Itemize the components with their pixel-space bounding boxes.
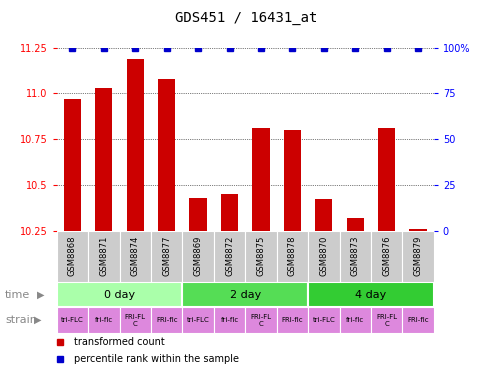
Text: percentile rank within the sample: percentile rank within the sample <box>73 354 239 364</box>
Bar <box>245 307 277 333</box>
Text: 0 day: 0 day <box>104 290 135 300</box>
Text: fri-flc: fri-flc <box>220 317 239 323</box>
Bar <box>347 218 364 231</box>
Text: ▶: ▶ <box>37 290 44 300</box>
Text: GSM8875: GSM8875 <box>256 236 266 276</box>
Text: time: time <box>5 290 30 300</box>
Bar <box>277 307 308 333</box>
Text: transformed count: transformed count <box>73 337 165 347</box>
Text: 2 day: 2 day <box>230 290 261 300</box>
Bar <box>315 199 332 231</box>
Text: 4 day: 4 day <box>355 290 387 300</box>
Bar <box>88 307 119 333</box>
Bar <box>95 88 112 231</box>
Bar <box>340 307 371 333</box>
Bar <box>402 307 434 333</box>
Text: FRI-flc: FRI-flc <box>407 317 429 323</box>
Bar <box>214 307 245 333</box>
Text: GSM8870: GSM8870 <box>319 236 328 276</box>
Text: FRI-flc: FRI-flc <box>156 317 177 323</box>
Bar <box>189 198 207 231</box>
Text: GSM8868: GSM8868 <box>68 236 77 276</box>
Bar <box>308 282 434 307</box>
Text: tri-FLC: tri-FLC <box>61 317 84 323</box>
Bar <box>57 307 88 333</box>
Bar <box>88 231 119 282</box>
Bar <box>221 194 238 231</box>
Text: tri-FLC: tri-FLC <box>187 317 210 323</box>
Bar <box>151 231 182 282</box>
Bar <box>410 229 427 231</box>
Text: GSM8874: GSM8874 <box>131 236 140 276</box>
Text: GSM8873: GSM8873 <box>351 236 360 276</box>
Text: tri-FLC: tri-FLC <box>313 317 335 323</box>
Bar <box>182 307 214 333</box>
Bar <box>127 59 144 231</box>
Text: GSM8876: GSM8876 <box>382 236 391 276</box>
Text: FRI-FL
C: FRI-FL C <box>250 314 272 327</box>
Bar <box>252 128 270 231</box>
Text: GSM8879: GSM8879 <box>414 236 423 276</box>
Text: GSM8869: GSM8869 <box>194 236 203 276</box>
Bar <box>119 231 151 282</box>
Text: FRI-flc: FRI-flc <box>282 317 303 323</box>
Text: GSM8877: GSM8877 <box>162 236 171 276</box>
Text: GDS451 / 16431_at: GDS451 / 16431_at <box>176 11 317 25</box>
Bar <box>277 231 308 282</box>
Bar <box>151 307 182 333</box>
Bar <box>158 79 176 231</box>
Text: GSM8872: GSM8872 <box>225 236 234 276</box>
Bar <box>340 231 371 282</box>
Bar <box>182 282 308 307</box>
Bar <box>402 231 434 282</box>
Bar <box>378 128 395 231</box>
Text: strain: strain <box>5 315 37 325</box>
Bar <box>308 307 340 333</box>
Bar <box>57 282 182 307</box>
Bar <box>284 130 301 231</box>
Text: FRI-FL
C: FRI-FL C <box>125 314 146 327</box>
Bar <box>64 99 81 231</box>
Bar <box>57 231 88 282</box>
Bar <box>245 231 277 282</box>
Text: fri-flc: fri-flc <box>346 317 364 323</box>
Text: fri-flc: fri-flc <box>95 317 113 323</box>
Bar <box>371 307 402 333</box>
Text: FRI-FL
C: FRI-FL C <box>376 314 397 327</box>
Bar <box>214 231 245 282</box>
Text: GSM8878: GSM8878 <box>288 236 297 276</box>
Text: GSM8871: GSM8871 <box>99 236 108 276</box>
Bar <box>182 231 214 282</box>
Bar <box>371 231 402 282</box>
Bar <box>119 307 151 333</box>
Bar <box>308 231 340 282</box>
Text: ▶: ▶ <box>34 315 41 325</box>
